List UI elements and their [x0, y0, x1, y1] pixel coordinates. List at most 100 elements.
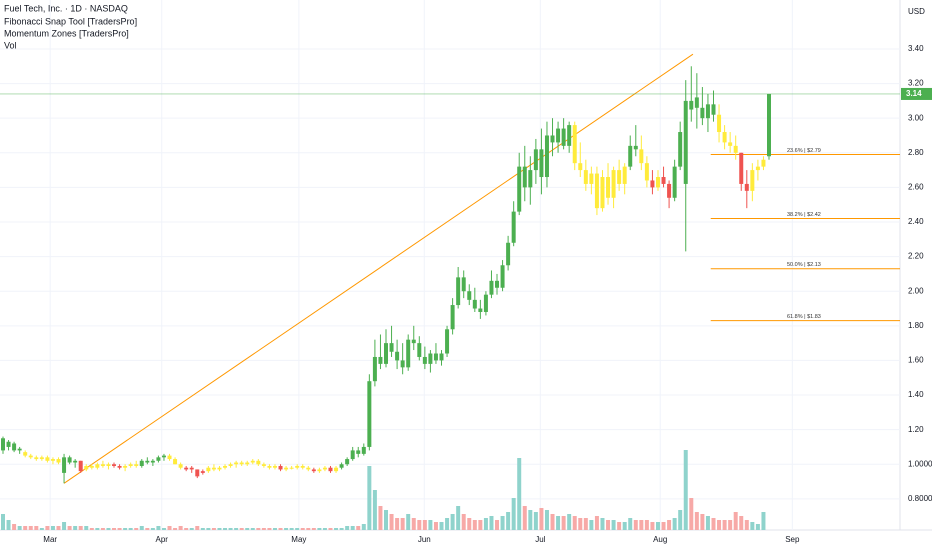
y-tick-label: 0.8000: [908, 494, 932, 503]
volume-bar: [300, 528, 305, 530]
candle-body: [533, 149, 538, 171]
candle-body: [472, 299, 477, 309]
volume-bar: [755, 524, 760, 530]
volume-bar: [289, 528, 294, 530]
volume-bar: [17, 526, 22, 530]
x-tick-label: Aug: [653, 535, 667, 544]
candle-body: [717, 114, 722, 133]
candle-body: [528, 170, 533, 188]
volume-bar: [73, 526, 78, 530]
candle-body: [239, 462, 244, 465]
candle-body: [350, 450, 355, 460]
candle-body: [328, 467, 333, 472]
volume-bar: [400, 518, 405, 530]
volume-bar: [112, 528, 117, 530]
candle-body: [261, 464, 266, 466]
candle-body: [184, 467, 189, 470]
candle-body: [395, 351, 400, 361]
volume-bar: [145, 528, 150, 530]
volume-bar: [161, 528, 166, 530]
volume-bar: [456, 506, 461, 530]
candle-body: [445, 329, 450, 354]
candle-body: [411, 339, 416, 344]
volume-bar: [478, 520, 483, 530]
volume-bar: [617, 522, 622, 530]
volume-bar: [467, 518, 472, 530]
candle-body: [733, 145, 738, 153]
candle-body: [367, 381, 372, 447]
volume-bar: [500, 516, 505, 530]
volume-bar: [78, 526, 83, 530]
candle-body: [606, 177, 611, 198]
candle-body: [311, 469, 316, 472]
indicator-label: Fibonacci Snap Tool [TradersPro]: [4, 16, 137, 26]
candle-body: [73, 460, 78, 463]
candle-body: [722, 132, 727, 143]
volume-bar: [417, 520, 422, 530]
candle-body: [89, 465, 94, 468]
candle-body: [489, 280, 494, 295]
candle-body: [767, 93, 772, 157]
candle-body: [45, 457, 50, 461]
volume-bar: [384, 510, 388, 530]
candle-body: [744, 183, 749, 191]
volume-bar: [589, 520, 594, 530]
volume-bar: [378, 506, 383, 530]
candle-body: [600, 177, 605, 209]
candle-body: [356, 450, 361, 454]
volume-bar: [628, 518, 633, 530]
volume-bar: [200, 528, 205, 530]
last-price-badge: [901, 87, 932, 100]
volume-bar: [106, 528, 111, 530]
candle-body: [655, 177, 660, 188]
x-tick-label: Sep: [785, 535, 800, 544]
candle-body: [433, 353, 438, 361]
candle-body: [417, 343, 422, 357]
candle-body: [322, 467, 327, 470]
volume-bar: [228, 528, 233, 530]
candle-body: [28, 455, 33, 458]
y-tick-label: 1.40: [908, 390, 924, 399]
candle-body: [583, 170, 588, 184]
volume-bar: [211, 528, 216, 530]
volume-bar: [217, 528, 222, 530]
candle-body: [761, 159, 766, 167]
volume-bar: [350, 526, 355, 530]
candle-body: [200, 471, 205, 473]
volume-bar: [23, 526, 28, 530]
volume-bar: [622, 522, 627, 530]
candle-body: [134, 464, 139, 466]
volume-bar: [117, 528, 122, 530]
candle-body: [272, 465, 277, 468]
volume-bar: [611, 520, 616, 530]
volume-bar: [639, 520, 644, 530]
volume-bar: [234, 528, 239, 530]
candle-body: [678, 132, 683, 167]
candle-body: [0, 438, 5, 451]
candle-body: [478, 308, 483, 312]
volume-bar: [50, 526, 55, 530]
volume-bar: [694, 512, 699, 530]
volume-bar: [67, 526, 72, 530]
candle-body: [112, 464, 117, 466]
last-price-label: 3.14: [906, 89, 922, 98]
candle-body: [23, 452, 28, 456]
volume-bar: [62, 522, 67, 530]
candle-body: [517, 166, 522, 212]
candle-body: [317, 469, 322, 472]
volume-bar: [733, 512, 738, 530]
volume-bar: [128, 528, 133, 530]
candle-body: [633, 145, 638, 150]
volume-bar: [150, 528, 155, 530]
volume-bar: [450, 514, 455, 530]
candle-body: [195, 469, 200, 477]
volume-bar: [12, 524, 17, 530]
volume-bar: [422, 520, 427, 530]
y-tick-label: 1.80: [908, 321, 924, 330]
y-tick-label: 3.20: [908, 79, 924, 88]
volume-bar: [206, 528, 211, 530]
volume-bar: [539, 508, 544, 530]
volume-bar: [583, 518, 588, 530]
volume-bar: [184, 528, 189, 530]
